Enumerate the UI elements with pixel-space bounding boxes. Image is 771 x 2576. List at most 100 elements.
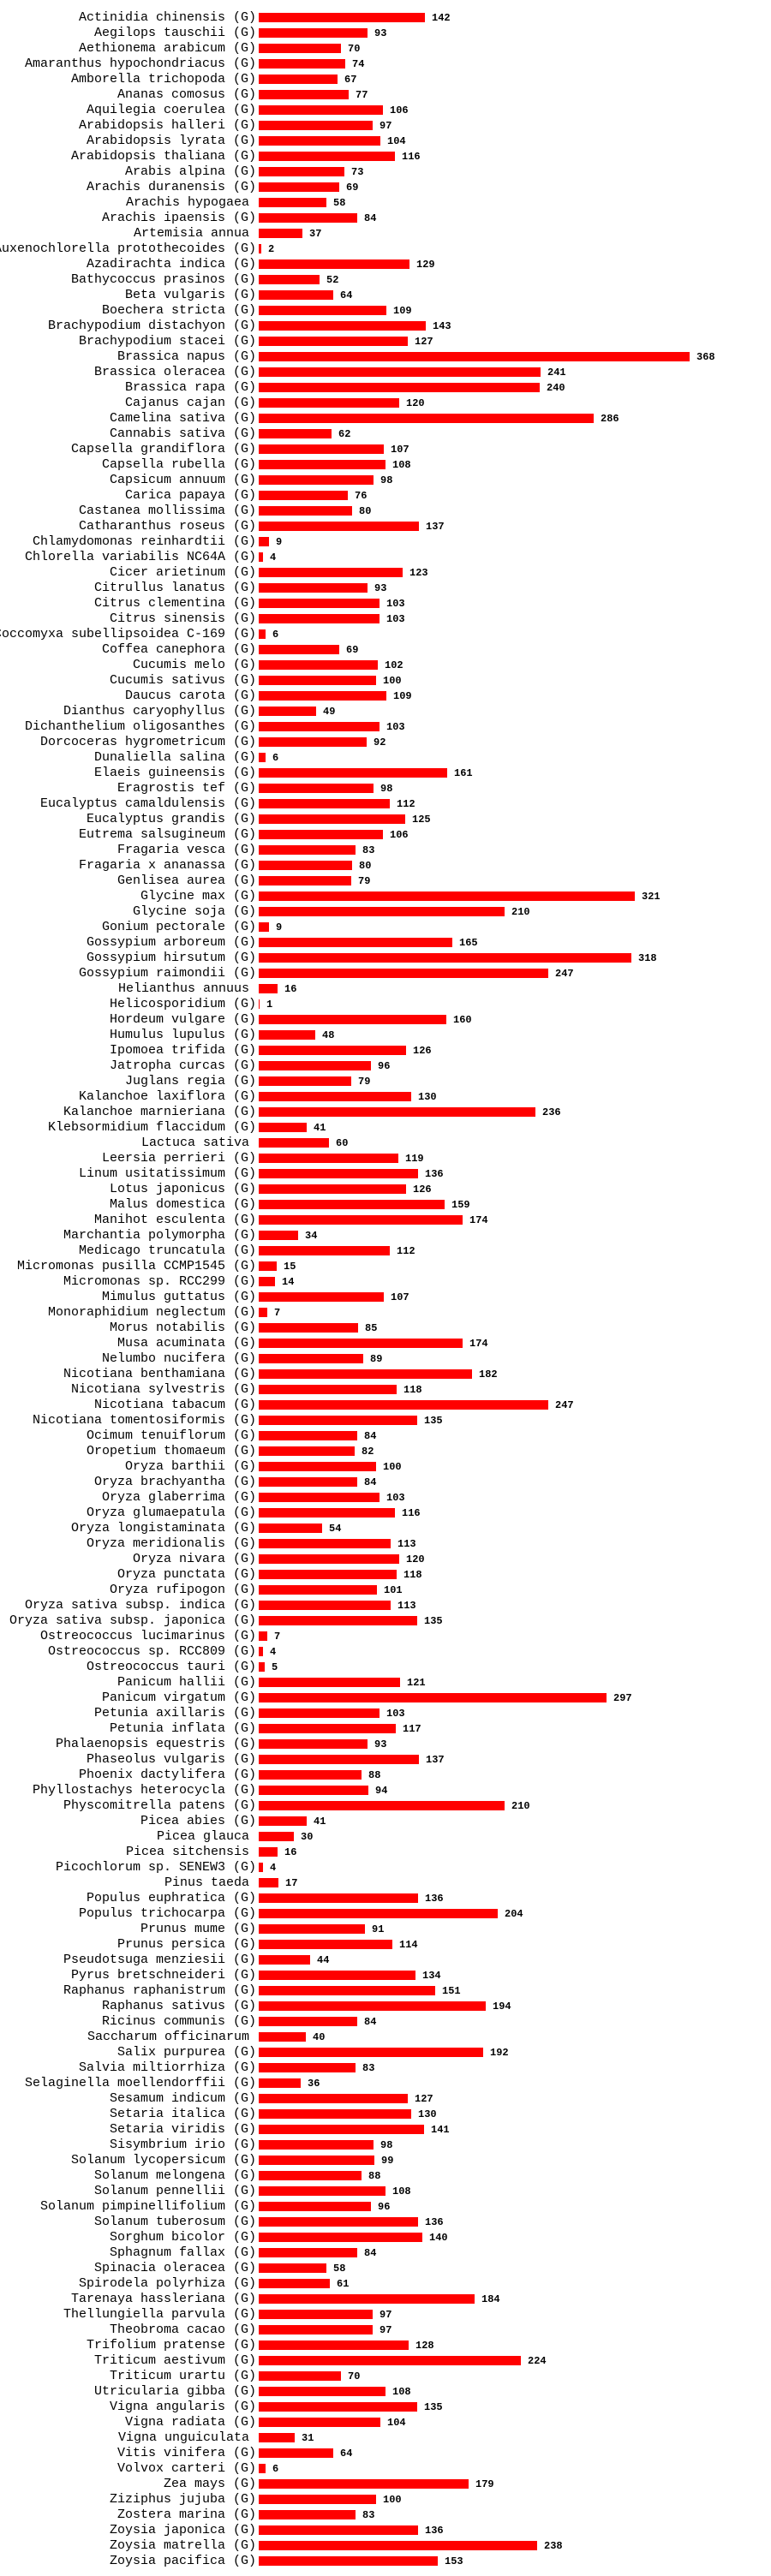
bar-row: Nicotiana tomentosiformis (G) 135 — [0, 1413, 771, 1428]
value-label: 210 — [511, 1800, 530, 1812]
value-label: 16 — [284, 983, 297, 995]
value-label: 48 — [322, 1029, 335, 1041]
category-label: Sesamum indicum (G) — [109, 2091, 256, 2106]
bar — [259, 1231, 298, 1240]
category-label: Solanum pimpinellifolium (G) — [39, 2199, 256, 2214]
category-label: Eucalyptus grandis (G) — [86, 812, 256, 826]
bar-row: Zea mays (G) 179 — [0, 2477, 771, 2492]
bar-row: Arachis duranensis (G) 69 — [0, 180, 771, 195]
value-label: 179 — [475, 2478, 494, 2490]
category-label: Ostreococcus tauri (G) — [86, 1660, 256, 1674]
bar — [259, 44, 341, 53]
bar — [259, 491, 348, 500]
bar — [259, 444, 384, 454]
bar-row: Zoysia japonica (G) 136 — [0, 2523, 771, 2538]
category-label: Ocimum tenuiflorum (G) — [86, 1428, 256, 1443]
category-label: Arabis alpina (G) — [124, 164, 256, 179]
value-label: 93 — [374, 27, 387, 39]
category-label: Vitis vinifera (G) — [117, 2446, 256, 2460]
category-label: Lactuca sativa — [140, 1136, 249, 1150]
bar-row: Vigna radiata (G) 104 — [0, 2415, 771, 2430]
bar-row: Phyllostachys heterocycla (G) 94 — [0, 1783, 771, 1798]
bar-row: Amaranthus hypochondriacus (G) 74 — [0, 57, 771, 72]
bar — [259, 691, 386, 701]
bar-row: Klebsormidium flaccidum (G) 41 — [0, 1120, 771, 1136]
bar-row: Daucus carota (G) 109 — [0, 689, 771, 704]
bar-row: Genlisea aurea (G) 79 — [0, 874, 771, 889]
bar — [259, 1971, 415, 1980]
bar — [259, 953, 631, 963]
value-label: 321 — [642, 891, 660, 903]
bar — [259, 1354, 363, 1363]
bar — [259, 306, 386, 315]
category-label: Phoenix dactylifera (G) — [78, 1768, 256, 1782]
bar — [259, 1770, 362, 1780]
category-label: Saccharum officinarum — [87, 2030, 249, 2044]
category-label: Medicago truncatula (G) — [78, 1243, 256, 1258]
bar — [259, 583, 368, 593]
bar-row: Ostreococcus lucimarinus (G) 7 — [0, 1629, 771, 1644]
bar-row: Sorghum bicolor (G) 140 — [0, 2230, 771, 2245]
category-label: Daucus carota (G) — [124, 689, 256, 703]
category-label: Triticum aestivum (G) — [93, 2353, 256, 2368]
category-label: Picea sitchensis — [125, 1845, 249, 1859]
bar — [259, 2387, 386, 2396]
bar-row: Cucumis sativus (G) 100 — [0, 673, 771, 689]
bar — [259, 2217, 418, 2227]
bar-row: Brachypodium distachyon (G) 143 — [0, 319, 771, 334]
category-label: Raphanus raphanistrum (G) — [63, 1983, 256, 1998]
category-label: Phaseolus vulgaris (G) — [86, 1752, 256, 1767]
value-label: 9 — [276, 921, 283, 933]
category-label: Populus trichocarpa (G) — [78, 1906, 256, 1921]
value-label: 160 — [453, 1014, 472, 1026]
value-label: 73 — [351, 166, 364, 178]
category-label: Phalaenopsis equestris (G) — [55, 1737, 256, 1751]
category-label: Arabidopsis thaliana (G) — [70, 149, 256, 164]
value-label: 98 — [380, 783, 393, 795]
value-label: 135 — [424, 1415, 443, 1427]
category-label: Aegilops tauschii (G) — [93, 26, 256, 40]
bar-row: Glycine max (G) 321 — [0, 889, 771, 904]
bar-row: Aethionema arabicum (G) 70 — [0, 41, 771, 57]
value-label: 79 — [358, 875, 371, 887]
bar-row: Solanum pennellii (G) 108 — [0, 2184, 771, 2199]
value-label: 84 — [364, 2247, 377, 2259]
value-label: 100 — [383, 2494, 402, 2506]
bar-row: Phaseolus vulgaris (G) 137 — [0, 1752, 771, 1768]
bar-row: Lotus japonicus (G) 126 — [0, 1182, 771, 1197]
bar — [259, 2017, 357, 2026]
category-label: Vigna radiata (G) — [124, 2415, 256, 2430]
bar — [259, 938, 452, 947]
value-label: 103 — [386, 613, 405, 625]
value-label: 240 — [547, 382, 565, 394]
bar — [259, 198, 326, 207]
bar-row: Capsella rubella (G) 108 — [0, 457, 771, 473]
category-label: Picea glauca — [156, 1829, 249, 1844]
bar-row: Vitis vinifera (G) 64 — [0, 2446, 771, 2461]
bar — [259, 1046, 406, 1055]
category-label: Gossypium hirsutum (G) — [86, 951, 256, 965]
bar — [259, 1030, 315, 1040]
value-label: 125 — [412, 814, 431, 826]
bar — [259, 2356, 521, 2365]
bar — [259, 830, 383, 839]
category-label: Amborella trichopoda (G) — [70, 72, 256, 86]
category-label: Raphanus sativus (G) — [101, 1999, 256, 2013]
category-label: Solanum pennellii (G) — [93, 2184, 256, 2198]
category-label: Micromonas sp. RCC299 (G) — [63, 1274, 256, 1289]
value-label: 107 — [391, 1291, 409, 1303]
value-label: 121 — [407, 1677, 426, 1689]
value-label: 69 — [346, 182, 359, 194]
bar-row: Oryza sativa subsp. indica (G) 113 — [0, 1598, 771, 1613]
bar — [259, 1431, 357, 1440]
category-label: Setaria italica (G) — [109, 2107, 256, 2121]
bar-row: Populus trichocarpa (G) 204 — [0, 1906, 771, 1922]
value-label: 15 — [284, 1261, 296, 1273]
value-label: 100 — [383, 675, 402, 687]
bar — [259, 876, 351, 886]
bar — [259, 2032, 306, 2042]
value-label: 136 — [425, 1168, 444, 1180]
bar-row: Ricinus communis (G) 84 — [0, 2014, 771, 2030]
value-label: 161 — [454, 767, 473, 779]
category-label: Linum usitatissimum (G) — [78, 1166, 256, 1181]
